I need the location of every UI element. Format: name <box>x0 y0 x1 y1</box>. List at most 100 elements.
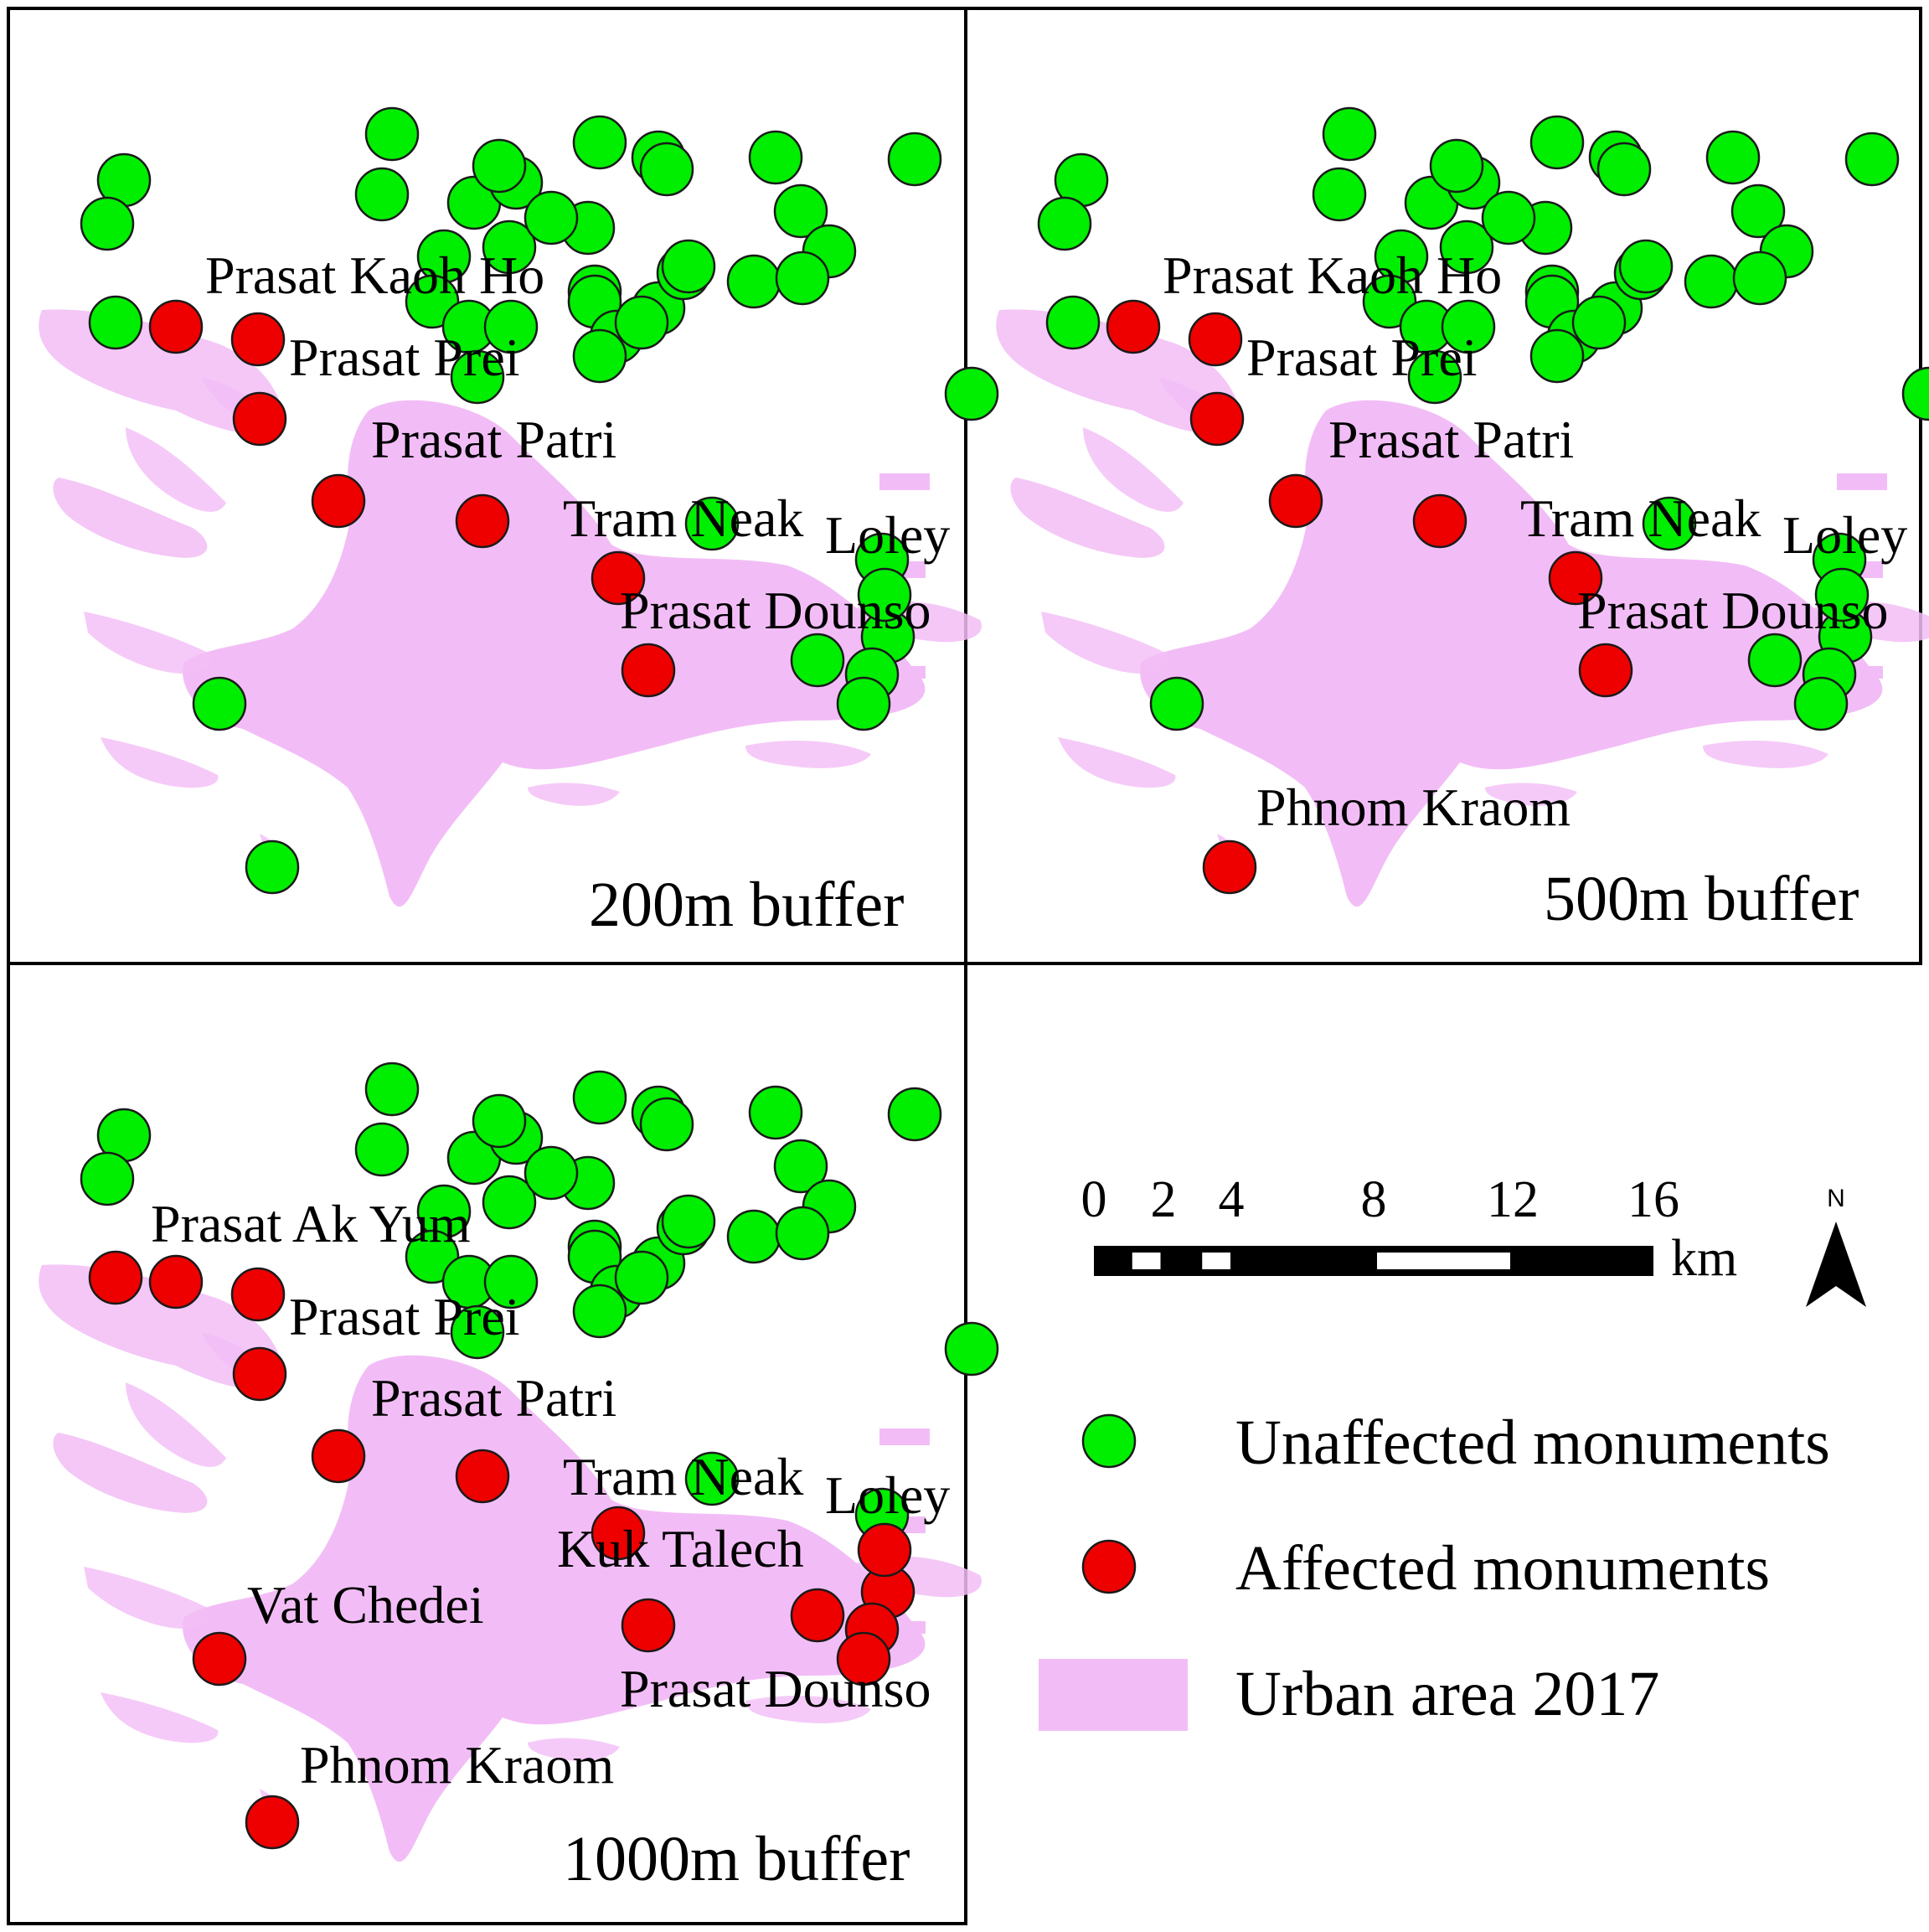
panel-frame-500m <box>964 7 1922 965</box>
unaffected-monument-marker <box>1481 190 1536 245</box>
scale-bar-gap <box>1202 1253 1230 1269</box>
affected-monument-marker <box>148 299 204 354</box>
affected-monument-marker <box>232 391 287 447</box>
scale-bar-segments <box>1094 1246 1653 1276</box>
unaffected-monument-marker <box>364 106 420 162</box>
affected-monument-marker <box>455 1449 510 1504</box>
place-label: Loley <box>825 1465 950 1525</box>
unaffected-monument-marker <box>1037 196 1092 251</box>
map-panel-200m: Prasat Kaoh Ho Prasat Prei Prasat Patri … <box>39 106 999 940</box>
affected-monument-marker <box>230 1267 286 1322</box>
affected-monument-marker <box>790 1588 845 1643</box>
place-label: Vat Chedei <box>247 1575 484 1635</box>
unaffected-monument-marker <box>1732 251 1787 306</box>
unaffected-monument-marker <box>472 1093 527 1149</box>
unaffected-monument-marker <box>1793 676 1849 731</box>
unaffected-monument-marker <box>472 138 527 194</box>
unaffected-monument-marker <box>1618 239 1674 294</box>
unaffected-monument-marker <box>354 1122 410 1177</box>
unaffected-monument-marker <box>572 1070 627 1125</box>
monument-markers <box>1037 106 1929 895</box>
affected-monument-marker <box>192 1631 247 1687</box>
place-label: Loley <box>825 505 950 565</box>
unaffected-monument-marker <box>748 1085 803 1140</box>
unaffected-monument-marker <box>80 196 135 251</box>
scale-bar: 0 2 4 8 12 16 km <box>1081 1171 1738 1287</box>
affected-monument-marker <box>455 493 510 549</box>
panel-frame-1000m <box>7 962 967 1925</box>
scale-tick-label: 2 <box>1151 1171 1177 1228</box>
scale-tick-label: 12 <box>1487 1171 1539 1228</box>
unaffected-monument-marker <box>1684 254 1739 309</box>
affected-monument-marker <box>1106 299 1161 354</box>
unaffected-monument-marker <box>614 295 669 350</box>
unaffected-monument-marker <box>80 1151 135 1206</box>
unaffected-monument-marker <box>1529 115 1585 170</box>
place-label: Prasat Kaoh Ho <box>205 245 544 305</box>
affected-monument-marker <box>1188 312 1243 367</box>
place-label: Prasat Patri <box>371 410 616 469</box>
unaffected-monument-marker <box>790 633 845 688</box>
north-arrow-icon <box>1806 1222 1866 1307</box>
unaffected-monument-marker <box>572 1284 627 1339</box>
place-label: Phnom Kraom <box>300 1735 614 1795</box>
place-label: Phnom Kraom <box>1256 777 1571 837</box>
unaffected-monument-marker <box>1571 295 1627 350</box>
affected-monument-marker <box>311 1428 366 1484</box>
unaffected-monument-marker <box>857 567 912 622</box>
unaffected-monument-marker <box>1814 567 1870 622</box>
scale-tick-label: 0 <box>1081 1171 1107 1228</box>
unaffected-monument-marker <box>1747 633 1803 688</box>
unaffected-monument-marker <box>748 130 803 185</box>
panel-title: 500m buffer <box>1544 864 1859 934</box>
unaffected-monument-marker <box>450 1304 505 1360</box>
unaffected-monument-marker <box>1642 496 1697 551</box>
unaffected-monument-marker <box>483 1254 539 1310</box>
unaffected-monument-marker <box>639 142 694 197</box>
unaffected-monument-marker <box>887 1087 942 1142</box>
unaffected-monument-marker <box>1407 349 1462 405</box>
unaffected-monument-marker <box>639 1097 694 1152</box>
place-label: Tram Neak <box>563 488 803 548</box>
affected-monument-marker <box>88 1250 143 1305</box>
legend-unaffected-swatch <box>1081 1413 1137 1469</box>
legend-affected-swatch <box>1081 1539 1137 1594</box>
unaffected-monument-marker <box>524 1145 579 1201</box>
affected-monument-marker <box>1189 391 1245 447</box>
place-labels: Prasat Ak Yum Prasat Prei Prasat Patri T… <box>151 1194 950 1795</box>
place-label: Prasat Dounso <box>620 581 931 640</box>
affected-monument-marker <box>621 643 676 698</box>
unaffected-monument-marker <box>1322 106 1377 162</box>
unaffected-monument-marker <box>450 349 505 405</box>
unaffected-monument-marker <box>944 366 999 421</box>
scale-bar-gap <box>1132 1253 1161 1269</box>
unaffected-monument-marker <box>836 676 891 731</box>
unaffected-monument-marker <box>726 254 781 309</box>
affected-monument-marker <box>857 1522 912 1578</box>
unaffected-monument-marker <box>1529 328 1585 384</box>
affected-monument-marker <box>1578 643 1633 698</box>
place-label: Prasat Patri <box>371 1368 616 1428</box>
north-letter: N <box>1827 1185 1845 1212</box>
unaffected-monument-marker <box>887 132 942 187</box>
unaffected-monument-marker <box>524 190 579 245</box>
unaffected-monument-marker <box>88 295 143 350</box>
unaffected-monument-marker <box>684 496 740 551</box>
affected-monument-marker <box>230 312 286 367</box>
unaffected-monument-marker <box>483 299 539 354</box>
scale-bar-gap <box>1377 1253 1510 1269</box>
affected-monument-marker <box>148 1254 204 1310</box>
unaffected-monument-marker <box>364 1062 420 1117</box>
place-label: Prasat Ak Yum <box>151 1194 471 1253</box>
legend-affected-label: Affected monuments <box>1235 1533 1770 1604</box>
unaffected-monument-marker <box>192 676 247 731</box>
affected-monument-marker <box>311 473 366 529</box>
monument-markers <box>80 106 999 895</box>
place-labels: Prasat Kaoh Ho Prasat Prei Prasat Patri … <box>205 245 950 640</box>
unaffected-monument-marker <box>354 167 410 222</box>
unaffected-monument-marker <box>1901 366 1929 421</box>
affected-monument-marker <box>1202 839 1257 895</box>
unaffected-monument-marker <box>572 328 627 384</box>
map-panel-500m: Prasat Kaoh Ho Prasat Prei Prasat Patri … <box>996 106 1929 934</box>
